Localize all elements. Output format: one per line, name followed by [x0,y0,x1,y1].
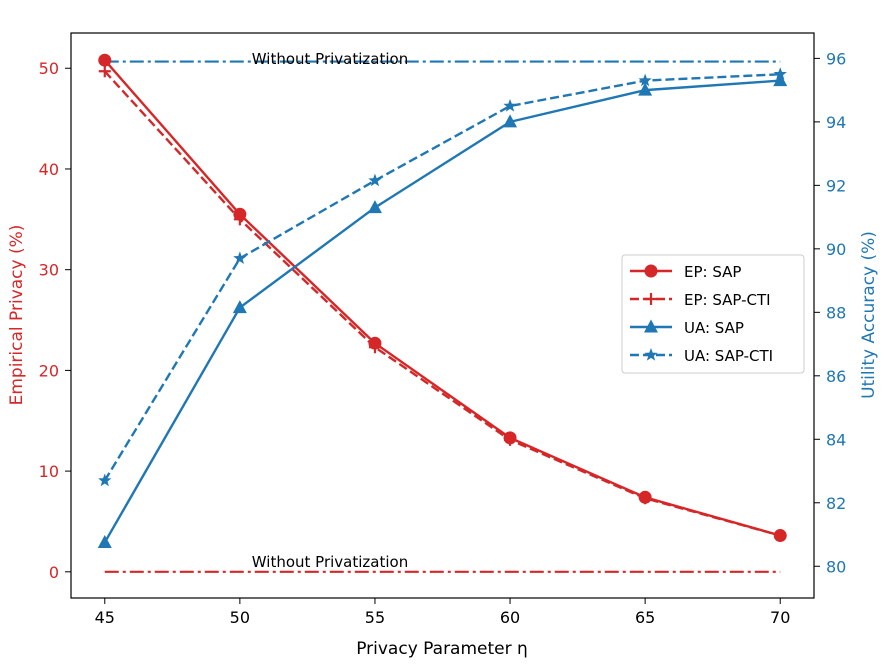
y-left-tick-label-40: 40 [39,160,59,179]
legend-label-ua-sap-cti: UA: SAP-CTI [684,347,773,365]
legend-marker-ua-sap [644,319,658,333]
point-ep-sap-cti-70 [774,529,787,542]
baseline-label-left: Without Privatization [252,553,408,571]
y-right-tick-label-86: 86 [826,367,846,386]
series-layer [103,59,781,544]
legend: EP: SAP EP: SAP-CTI UA: SAP UA: SAP-CTI [621,254,805,374]
y-right-tick-label-80: 80 [826,557,846,576]
axes-layer: 45 50 55 60 65 70 0 10 20 30 40 50 80 82 84 86 88 90 92 94 9… [39,49,847,627]
series-line-ep-sap-cti [103,70,781,537]
point-ep-sap-cti-45 [98,65,111,78]
y-left-tick-label-10: 10 [39,462,59,481]
y-right-tick-label-96: 96 [826,49,846,68]
plot-frame [70,32,815,599]
point-ua-sap-65 [638,82,653,96]
y-right-tick-label-84: 84 [826,430,846,449]
point-ua-sap-cti-50 [233,251,247,265]
legend-marks [630,264,672,361]
x-axis-label: Privacy Parameter η [356,639,528,659]
legend-label-ep-sap: EP: SAP [684,263,741,281]
point-ep-sap-cti-55 [368,341,381,354]
y-right-tick-label-90: 90 [826,240,846,259]
point-ua-sap-55 [367,200,382,214]
point-ua-sap-60 [503,114,518,128]
series-line-ua-sap-cti [103,73,781,482]
legend-marker-ep-sap [644,264,658,278]
point-ua-sap-cti-55 [368,173,382,187]
point-ua-sap-45 [97,534,112,548]
marker-layer [97,53,788,548]
legend-label-ua-sap: UA: SAP [684,319,744,337]
y-right-tick-label-92: 92 [826,176,846,195]
legend-label-ep-sap-cti: EP: SAP-CTI [684,291,771,309]
point-ua-sap-cti-70 [773,67,787,80]
legend-marker-ep-sap-cti [645,293,657,305]
point-ep-sap-cti-60 [504,433,517,446]
point-ep-sap-45 [98,53,112,67]
point-ep-sap-cti-65 [639,492,652,505]
y-right-tick-label-82: 82 [826,494,846,513]
legend-marker-ua-sap-cti [644,348,658,361]
x-tick-label-50: 50 [230,608,250,627]
series-line-ua-sap [103,79,781,544]
y-left-tick-label-50: 50 [39,59,59,78]
x-tick-label-60: 60 [500,608,520,627]
x-tick-label-45: 45 [95,608,115,627]
baseline-label-right: Without Privatization [252,50,408,68]
baseline-layer [104,60,781,573]
y-left-tick-label-30: 30 [39,261,59,280]
point-ua-sap-50 [232,300,247,314]
point-ua-sap-cti-45 [98,473,112,487]
y-left-tick-label-0: 0 [49,563,59,582]
y-axis-label-left: Empirical Privacy (%) [7,225,27,406]
point-ep-sap-cti-50 [233,213,246,226]
y-axis-label-right: Utility Accuracy (%) [859,231,879,399]
point-ua-sap-cti-65 [638,73,652,87]
y-right-tick-label-88: 88 [826,303,846,322]
x-tick-label-65: 65 [635,608,655,627]
point-ua-sap-cti-60 [503,99,517,112]
x-tick-label-70: 70 [770,608,790,627]
point-ua-sap-70 [773,73,788,87]
y-right-tick-label-94: 94 [826,113,846,132]
x-tick-label-55: 55 [365,608,385,627]
legend-box [621,254,805,374]
y-left-tick-label-20: 20 [39,361,59,380]
